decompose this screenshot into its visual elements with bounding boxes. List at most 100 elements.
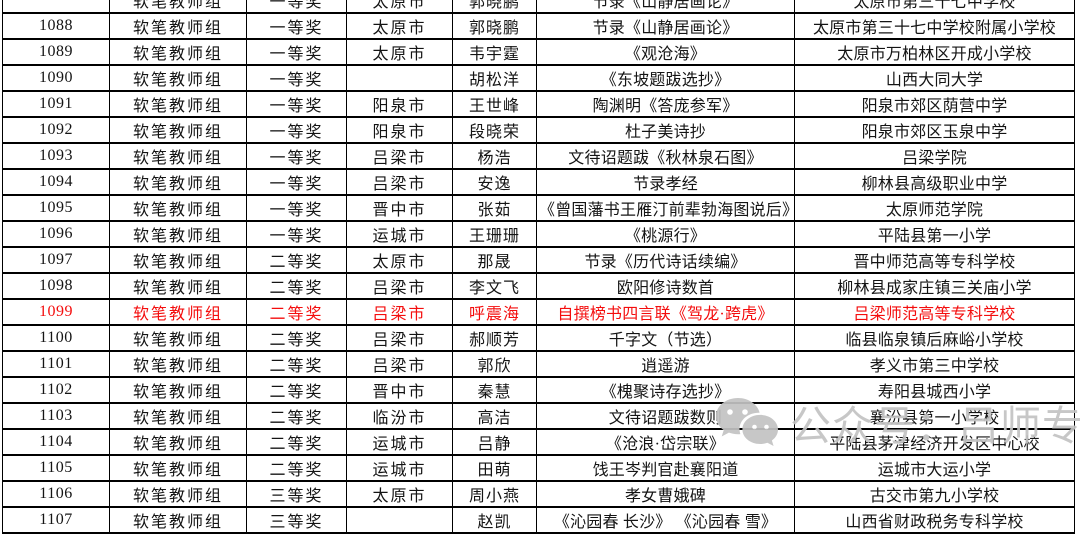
cell-city: 吕梁市 — [346, 168, 453, 196]
cell-name: 张茹 — [452, 194, 537, 222]
cell-number: 1102 — [2, 376, 110, 404]
cell-work: 孝女曹娥碑 — [536, 480, 795, 508]
cell-award: 二等奖 — [246, 454, 347, 482]
cell-award: 二等奖 — [246, 246, 347, 274]
cell-name: 胡松洋 — [452, 64, 537, 92]
cell-group: 软笔教师组 — [109, 194, 247, 222]
table-row: 1091 软笔教师组 一等奖 阳泉市 王世峰 陶渊明《答庞参军》 阳泉市郊区荫营… — [2, 90, 1075, 118]
cell-school: 临县临泉镇后麻峪小学校 — [794, 324, 1075, 352]
cell-name: 郝顺芳 — [452, 324, 537, 352]
table-row: 1099 软笔教师组 二等奖 吕梁市 呼震海 自撰榜书四言联《驾龙·跨虎》 吕梁… — [2, 298, 1075, 326]
cell-number: 1105 — [2, 454, 110, 482]
table-row: 1101 软笔教师组 二等奖 吕梁市 郭欣 逍遥游 孝义市第三中学校 — [2, 350, 1075, 378]
cell-number: 1091 — [2, 90, 110, 118]
table-row: 1092 软笔教师组 一等奖 阳泉市 段晓荣 杜子美诗抄 阳泉市郊区玉泉中学 — [2, 116, 1075, 144]
cell-school: 古交市第九小学校 — [794, 480, 1075, 508]
cell-school: 晋中师范高等专科学校 — [794, 246, 1075, 274]
cell-number: 1103 — [2, 402, 110, 430]
cell-city — [346, 506, 453, 534]
cell-name: 王珊珊 — [452, 220, 537, 248]
cell-group: 软笔教师组 — [109, 64, 247, 92]
table-row: 1105 软笔教师组 二等奖 运城市 田萌 饯王岑判官赴襄阳道 运城市大运小学 — [2, 454, 1075, 482]
cell-award: 一等奖 — [246, 116, 347, 144]
table-row: 1088 软笔教师组 一等奖 太原市 郭晓鹏 节录《山静居画论》 太原市第三十七… — [2, 12, 1075, 40]
cell-number: 1099 — [2, 298, 110, 326]
cell-group: 软笔教师组 — [109, 12, 247, 40]
cell-name: 秦慧 — [452, 376, 537, 404]
cell-number — [2, 0, 110, 14]
cell-number: 1104 — [2, 428, 110, 456]
cell-school: 吕梁师范高等专科学校 — [794, 298, 1075, 326]
table-row: 1093 软笔教师组 一等奖 吕梁市 杨浩 文待诏题跋《秋林泉石图》 吕梁学院 — [2, 142, 1075, 170]
cell-school: 吕梁学院 — [794, 142, 1075, 170]
cell-work: 千字文（节选） — [536, 324, 795, 352]
table-row: 1102 软笔教师组 二等奖 晋中市 秦慧 《槐聚诗存选抄》 寿阳县城西小学 — [2, 376, 1075, 404]
cell-number: 1097 — [2, 246, 110, 274]
cell-city: 运城市 — [346, 454, 453, 482]
cell-award: 三等奖 — [246, 480, 347, 508]
cell-work: 《桃源行》 — [536, 220, 795, 248]
cell-work: 自撰榜书四言联《驾龙·跨虎》 — [536, 298, 795, 326]
cell-group: 软笔教师组 — [109, 90, 247, 118]
cell-group: 软笔教师组 — [109, 480, 247, 508]
cell-name: 高洁 — [452, 402, 537, 430]
cell-school: 太原师范学院 — [794, 194, 1075, 222]
cell-name: 段晓荣 — [452, 116, 537, 144]
cell-work: 饯王岑判官赴襄阳道 — [536, 454, 795, 482]
cell-work: 欧阳修诗数首 — [536, 272, 795, 300]
cell-award: 二等奖 — [246, 272, 347, 300]
cell-group: 软笔教师组 — [109, 376, 247, 404]
cell-group: 软笔教师组 — [109, 116, 247, 144]
cell-school: 襄汾县第一小学校 — [794, 402, 1075, 430]
cell-work: 陶渊明《答庞参军》 — [536, 90, 795, 118]
cell-city: 太原市 — [346, 38, 453, 66]
cell-city: 阳泉市 — [346, 90, 453, 118]
cell-school: 山西大同大学 — [794, 64, 1075, 92]
cell-city: 晋中市 — [346, 376, 453, 404]
cell-award: 一等奖 — [246, 142, 347, 170]
cell-name: 呼震海 — [452, 298, 537, 326]
cell-name: 郭欣 — [452, 350, 537, 378]
cell-award: 二等奖 — [246, 324, 347, 352]
cell-city: 运城市 — [346, 220, 453, 248]
cell-name: 王世峰 — [452, 90, 537, 118]
cell-name: 郭晓鹏 — [452, 12, 537, 40]
cell-number: 1093 — [2, 142, 110, 170]
cell-work: 节录《历代诗话续编》 — [536, 246, 795, 274]
cell-group: 软笔教师组 — [109, 168, 247, 196]
cell-city: 晋中市 — [346, 194, 453, 222]
table-row: 软笔教师组 一等奖 太原市 郭晓鹏 节录《山静居画论》 太原市第三十七中学校 — [2, 0, 1075, 14]
cell-work: 逍遥游 — [536, 350, 795, 378]
cell-work: 节录《山静居画论》 — [536, 0, 795, 14]
table-row: 1097 软笔教师组 二等奖 太原市 那晟 节录《历代诗话续编》 晋中师范高等专… — [2, 246, 1075, 274]
cell-city — [346, 64, 453, 92]
cell-number: 1092 — [2, 116, 110, 144]
cell-school: 山西省财政税务专科学校 — [794, 506, 1075, 534]
cell-work: 《沧浪·岱宗联》 — [536, 428, 795, 456]
cell-award: 一等奖 — [246, 38, 347, 66]
cell-name: 李文飞 — [452, 272, 537, 300]
cell-city: 吕梁市 — [346, 142, 453, 170]
cell-city: 太原市 — [346, 0, 453, 14]
cell-name: 郭晓鹏 — [452, 0, 537, 14]
table-row: 1103 软笔教师组 二等奖 临汾市 高洁 文待诏题跋数则 襄汾县第一小学校 — [2, 402, 1075, 430]
cell-name: 吕静 — [452, 428, 537, 456]
cell-number: 1089 — [2, 38, 110, 66]
cell-work: 文待诏题跋数则 — [536, 402, 795, 430]
cell-award: 三等奖 — [246, 506, 347, 534]
cell-school: 寿阳县城西小学 — [794, 376, 1075, 404]
cell-group: 软笔教师组 — [109, 350, 247, 378]
cell-number: 1098 — [2, 272, 110, 300]
cell-work: 《观沧海》 — [536, 38, 795, 66]
cell-city: 运城市 — [346, 428, 453, 456]
cell-city: 太原市 — [346, 246, 453, 274]
cell-award: 一等奖 — [246, 220, 347, 248]
table-row: 1106 软笔教师组 三等奖 太原市 周小燕 孝女曹娥碑 古交市第九小学校 — [2, 480, 1075, 508]
cell-city: 吕梁市 — [346, 272, 453, 300]
cell-award: 一等奖 — [246, 168, 347, 196]
cell-group: 软笔教师组 — [109, 38, 247, 66]
cell-award: 二等奖 — [246, 376, 347, 404]
cell-school: 运城市大运小学 — [794, 454, 1075, 482]
